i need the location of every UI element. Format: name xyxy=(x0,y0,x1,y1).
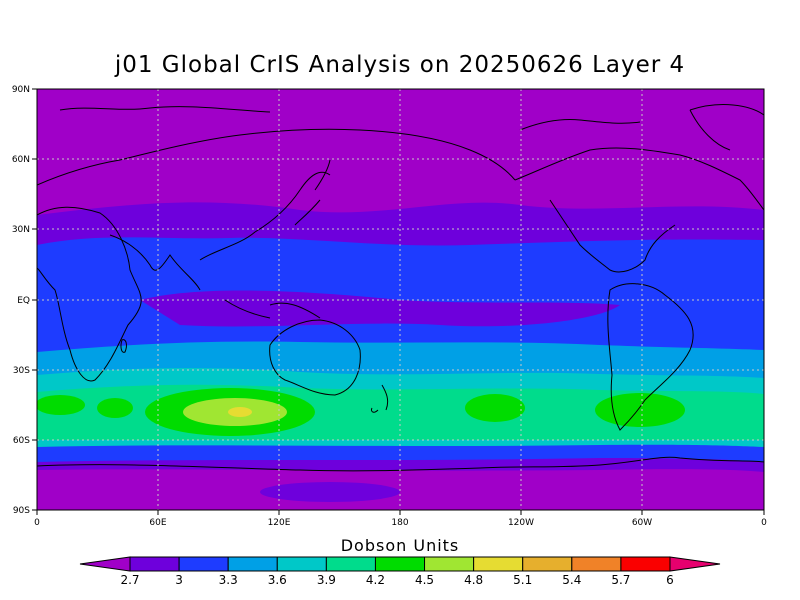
colorbar-swatch xyxy=(473,556,524,572)
colorbar-swatch xyxy=(424,556,475,572)
colorbar-swatch xyxy=(276,556,327,572)
colorbar-level-label: 5.4 xyxy=(562,573,581,587)
colorbar-swatch xyxy=(669,556,721,572)
lon-tick-label: 0 xyxy=(761,518,767,528)
colorbar-level-label: 3.3 xyxy=(219,573,238,587)
colorbar-swatch xyxy=(227,556,278,572)
lat-tick-label: 60N xyxy=(12,155,30,165)
colorbar-level-label: 5.7 xyxy=(611,573,630,587)
colorbar-swatch xyxy=(522,556,573,572)
lat-tick-label: 90S xyxy=(13,506,30,516)
colorbar-level-label: 2.7 xyxy=(120,573,139,587)
colorbar-level-label: 3 xyxy=(175,573,183,587)
colorbar-swatch xyxy=(620,556,671,572)
colorbar-level-label: 4.5 xyxy=(415,573,434,587)
colorbar-swatch xyxy=(571,556,622,572)
lat-tick-label: 90N xyxy=(12,85,30,95)
lat-tick-label: 60S xyxy=(13,436,30,446)
colorbar-swatch xyxy=(374,556,426,572)
colorbar-level-label: 3.9 xyxy=(317,573,336,587)
lon-tick-label: 60E xyxy=(149,518,166,528)
lon-tick-label: 0 xyxy=(34,518,40,528)
lon-axis: 0 60E 120E 180 120W 60W 0 xyxy=(34,510,767,528)
grid-lines xyxy=(37,89,764,510)
page-title: j01 Global CrIS Analysis on 20250626 Lay… xyxy=(114,52,686,78)
lon-tick-label: 60W xyxy=(632,518,652,528)
colorbar-level-label: 3.6 xyxy=(268,573,287,587)
lon-tick-label: 120E xyxy=(268,518,291,528)
colorbar-swatch xyxy=(325,556,376,572)
lon-tick-label: 120W xyxy=(508,518,534,528)
lat-tick-label: EQ xyxy=(17,296,30,306)
lat-axis: 90N 60N 30N EQ 30S 60S 90S xyxy=(12,85,37,516)
colorbar-swatch xyxy=(178,556,229,572)
coastlines xyxy=(37,104,764,472)
colorbar-level-label: 4.8 xyxy=(464,573,483,587)
colorbar-title: Dobson Units xyxy=(340,536,460,555)
colorbar-swatch xyxy=(129,556,180,572)
lat-tick-label: 30S xyxy=(13,366,30,376)
lon-tick-label: 180 xyxy=(391,518,408,528)
colorbar-level-label: 5.1 xyxy=(513,573,532,587)
colorbar: 2.7 3 3.3 3.6 3.9 4.2 4.5 4.8 5.1 5.4 5.7 6 xyxy=(79,556,721,587)
colorbar-swatch xyxy=(79,556,131,572)
colorbar-level-label: 4.2 xyxy=(366,573,385,587)
colorbar-level-label: 6 xyxy=(666,573,674,587)
lat-tick-label: 30N xyxy=(12,225,30,235)
